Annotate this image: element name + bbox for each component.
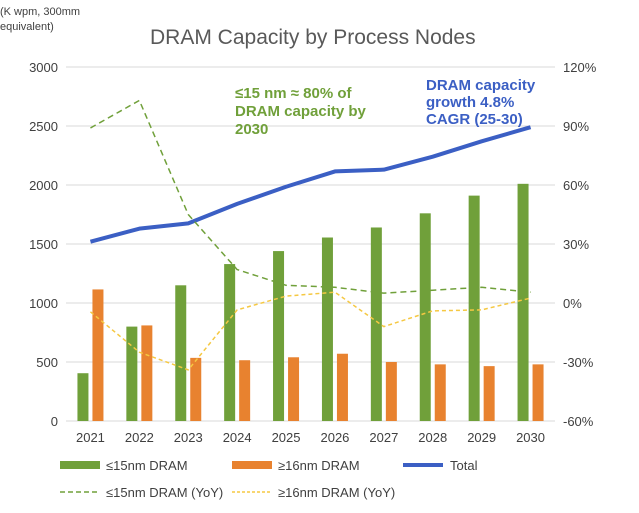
annotation-share-line2: DRAM capacity by: [235, 103, 367, 120]
y-tick-label: 1500: [29, 237, 58, 252]
axes: 0 500 1000 1500 2000 2500 3000 -60% -30% 0% 30% 60%…: [29, 60, 597, 445]
annotation-cagr-line1: DRAM capacity: [426, 77, 536, 94]
annotation-cagr-line2: growth 4.8%: [426, 94, 514, 111]
x-tick-label: 2029: [467, 430, 496, 445]
y-tick-label: 1000: [29, 296, 58, 311]
bar-ge16: [141, 325, 153, 421]
x-tick-label: 2026: [320, 430, 349, 445]
bar-le15: [468, 195, 480, 421]
x-tick-label: 2021: [76, 430, 105, 445]
y2-tick-label: 60%: [563, 178, 589, 193]
bar-ge16: [92, 289, 104, 421]
x-tick-label: 2023: [174, 430, 203, 445]
y-axis-label-line2: equivalent): [0, 21, 54, 33]
bar-ge16: [288, 357, 300, 421]
bar-le15: [370, 227, 382, 421]
y-tick-label: 500: [36, 355, 58, 370]
x-tick-label: 2025: [272, 430, 301, 445]
legend-label-le15-yoy: ≤15nm DRAM (YoY): [106, 485, 223, 500]
y2-tick-label: 0%: [563, 296, 582, 311]
bar-ge16: [385, 362, 397, 421]
bar-ge16: [239, 360, 251, 421]
legend-label-le15: ≤15nm DRAM: [106, 458, 188, 473]
annotation-share-line3: 2030: [235, 121, 268, 138]
annotation-cagr-line3: CAGR (25-30): [426, 111, 523, 128]
bar-le15: [273, 251, 285, 421]
bar-ge16: [434, 364, 446, 421]
bar-le15: [175, 285, 187, 421]
y2-tick-label: -30%: [563, 355, 594, 370]
y-axis-label-line1: (K wpm, 300mm: [0, 6, 80, 18]
y-tick-label: 0: [51, 414, 58, 429]
x-tick-label: 2030: [516, 430, 545, 445]
y-tick-label: 3000: [29, 60, 58, 75]
y2-tick-label: 120%: [563, 60, 597, 75]
bar-le15: [224, 264, 236, 421]
x-tick-label: 2024: [223, 430, 252, 445]
annotation-cagr: DRAM capacity growth 4.8% CAGR (25-30): [426, 77, 536, 128]
y2-tick-label: -60%: [563, 414, 594, 429]
legend-swatch-le15: [60, 461, 100, 469]
y2-tick-label: 30%: [563, 237, 589, 252]
bar-ge16: [483, 366, 495, 421]
chart-title: DRAM Capacity by Process Nodes: [150, 26, 476, 49]
bar-ge16: [532, 364, 544, 421]
legend-label-ge16: ≥16nm DRAM: [278, 458, 360, 473]
bars: [77, 183, 544, 421]
annotation-share-line1: ≤15 nm ≈ 80% of: [235, 85, 353, 102]
legend: ≤15nm DRAM ≥16nm DRAM Total ≤15nm DRAM (…: [60, 458, 478, 500]
legend-label-total: Total: [450, 458, 478, 473]
bar-le15: [517, 183, 529, 421]
bar-ge16: [190, 357, 202, 421]
x-tick-label: 2022: [125, 430, 154, 445]
y2-tick-label: 90%: [563, 119, 589, 134]
y-tick-label: 2000: [29, 178, 58, 193]
bar-le15: [419, 213, 431, 421]
bar-le15: [77, 373, 89, 421]
bar-le15: [126, 326, 138, 421]
annotation-share: ≤15 nm ≈ 80% of DRAM capacity by 2030: [235, 85, 367, 138]
bar-ge16: [336, 353, 348, 421]
lines: [89, 99, 532, 371]
legend-swatch-ge16: [232, 461, 272, 469]
line-le15-yoy: [90, 99, 531, 294]
line-ge16-yoy: [89, 291, 531, 371]
x-tick-label: 2027: [369, 430, 398, 445]
x-tick-label: 2028: [418, 430, 447, 445]
legend-label-ge16-yoy: ≥16nm DRAM (YoY): [278, 485, 395, 500]
y-tick-label: 2500: [29, 119, 58, 134]
line-total: [89, 125, 532, 244]
bar-le15: [321, 237, 333, 421]
